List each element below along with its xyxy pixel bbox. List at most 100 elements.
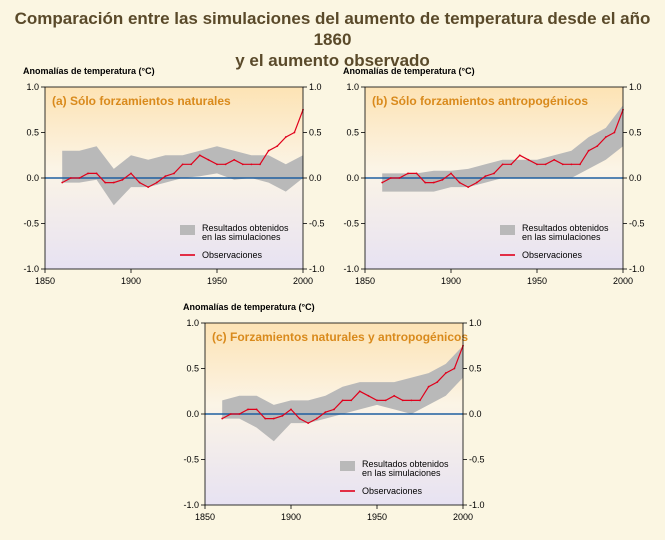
panel-c: Anomalías de temperatura (°C) (c) Forzami… <box>183 302 485 522</box>
observation-point <box>579 163 581 166</box>
y-tick-label-left: 0.0 <box>346 173 359 183</box>
observation-point <box>250 163 253 166</box>
observation-point <box>276 145 279 148</box>
y-tick-label-right: 0.5 <box>469 364 482 374</box>
y-tick-label-right: 1.0 <box>309 82 322 92</box>
observation-point <box>467 186 470 189</box>
observation-point <box>233 158 236 161</box>
observation-point <box>544 163 547 166</box>
observation-point <box>224 163 227 166</box>
simulation-band <box>222 345 463 442</box>
observation-point <box>596 145 599 148</box>
observation-point <box>518 154 521 157</box>
x-tick-label: 2000 <box>453 512 473 522</box>
panel-b: Anomalías de temperatura (°C) (b) Sólo fo… <box>343 66 645 286</box>
observation-point <box>147 186 150 189</box>
x-tick-label: 1850 <box>355 276 375 286</box>
observation-point <box>130 172 132 175</box>
y-tick-label-left: -1.0 <box>23 264 39 274</box>
observation-point <box>389 177 392 179</box>
observation-point <box>104 181 107 184</box>
legend-band-label-2: en las simulaciones <box>522 232 601 242</box>
y-tick-label-left: 0.0 <box>186 409 199 419</box>
panel-a: Anomalías de temperatura (°C) (a) Sólo fo… <box>23 66 325 286</box>
x-tick-label: 1900 <box>121 276 141 286</box>
observation-point <box>138 181 141 184</box>
main-title-line-1: Comparación entre las simulaciones del a… <box>14 9 651 49</box>
x-tick-label: 1850 <box>195 512 215 522</box>
observation-point <box>424 181 427 184</box>
legend-obs-label: Observaciones <box>202 250 263 260</box>
observation-point <box>570 163 573 166</box>
observation-point <box>450 172 452 175</box>
main-title: Comparación entre las simulaciones del a… <box>0 8 665 71</box>
observation-point <box>190 163 193 166</box>
y-axis-label: Anomalías de temperatura (°C) <box>23 66 155 76</box>
observation-point <box>341 399 344 402</box>
observation-point <box>267 149 270 152</box>
observation-point <box>121 178 124 181</box>
y-axis-label: Anomalías de temperatura (°C) <box>183 302 315 312</box>
y-tick-label-right: -0.5 <box>469 455 485 465</box>
observation-point <box>181 163 184 166</box>
y-tick-label-left: -1.0 <box>343 264 359 274</box>
observation-point <box>475 181 478 184</box>
observation-point <box>441 178 444 181</box>
x-tick-label: 1900 <box>281 512 301 522</box>
y-tick-label-left: 0.0 <box>26 173 39 183</box>
observation-point <box>259 163 261 166</box>
observation-point <box>87 172 89 175</box>
y-tick-label-right: -1.0 <box>469 500 485 510</box>
observation-point <box>69 177 72 179</box>
observation-point <box>164 175 167 178</box>
observation-point <box>553 158 556 161</box>
observation-point <box>272 417 275 420</box>
observation-point <box>484 175 487 178</box>
observation-point <box>293 131 296 134</box>
y-tick-label-left: -0.5 <box>23 219 39 229</box>
x-tick-label: 2000 <box>613 276 633 286</box>
legend-band-swatch <box>500 225 515 235</box>
legend-band-swatch <box>180 225 195 235</box>
legend-band-label-2: en las simulaciones <box>362 468 441 478</box>
observation-point <box>367 394 370 397</box>
legend-band-label-2: en las simulaciones <box>202 232 281 242</box>
observation-point <box>510 163 513 166</box>
y-tick-label-left: 1.0 <box>26 82 39 92</box>
y-tick-label-left: 0.5 <box>346 128 359 138</box>
legend-band-label-1: Resultados obtenidos <box>202 223 289 233</box>
y-tick-label-right: -1.0 <box>629 264 645 274</box>
observation-point <box>376 399 378 402</box>
observation-point <box>173 172 175 175</box>
observation-point <box>501 163 504 166</box>
observation-point <box>453 367 456 370</box>
panel-title: (b) Sólo forzamientos antropogénicos <box>372 94 588 108</box>
y-tick-label-left: 0.5 <box>186 364 199 374</box>
y-tick-label-right: 1.0 <box>469 318 482 328</box>
x-tick-label: 2000 <box>293 276 313 286</box>
x-tick-label: 1950 <box>367 512 387 522</box>
observation-point <box>229 413 232 415</box>
observation-point <box>307 422 310 424</box>
observation-point <box>78 177 81 179</box>
observation-point <box>561 163 564 166</box>
y-tick-label-right: -0.5 <box>629 219 645 229</box>
legend-band-swatch <box>340 461 355 471</box>
observation-point <box>238 413 241 415</box>
y-tick-label-left: 0.5 <box>26 128 39 138</box>
observation-point <box>255 408 258 411</box>
observation-point <box>324 411 327 414</box>
observation-point <box>284 136 287 138</box>
observation-point <box>247 408 249 411</box>
observation-point <box>604 136 607 138</box>
observation-point <box>427 385 430 388</box>
y-tick-label-right: 0.0 <box>309 173 322 183</box>
observation-point <box>198 154 201 157</box>
observation-point <box>410 399 413 402</box>
observation-point <box>401 399 404 402</box>
legend-obs-label: Observaciones <box>362 486 423 496</box>
observation-point <box>393 394 396 397</box>
observation-point <box>241 163 244 166</box>
observation-point <box>444 372 447 374</box>
